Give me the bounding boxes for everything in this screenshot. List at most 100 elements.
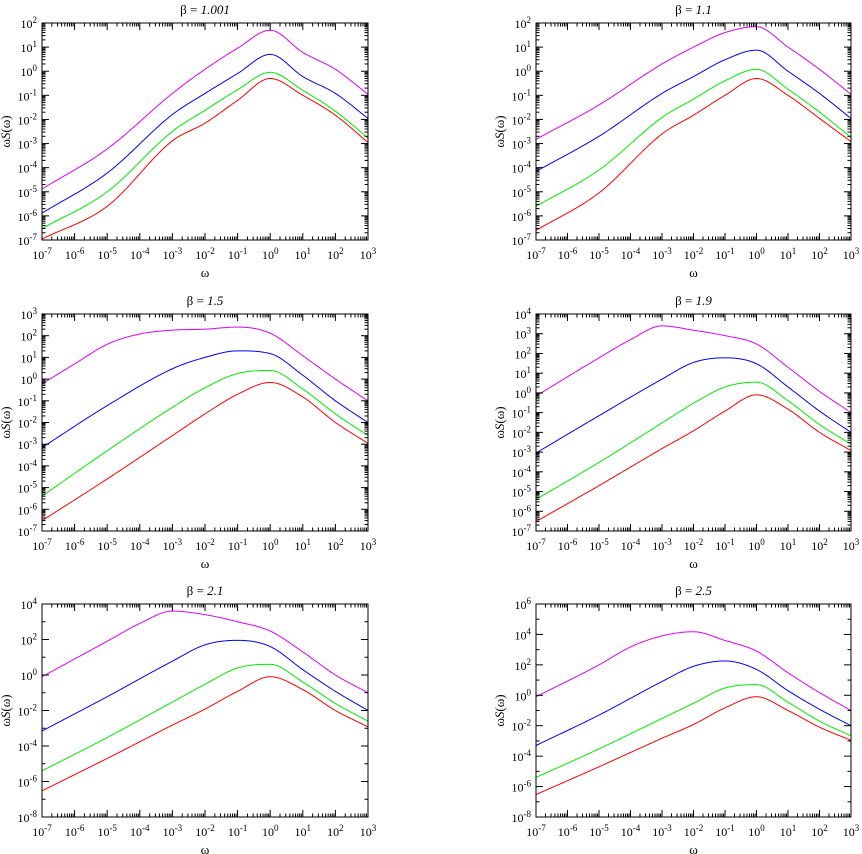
- x-tick-label: 10-3: [163, 823, 183, 839]
- y-tick-label: 10-1: [512, 87, 532, 103]
- x-tick-label: 102: [811, 246, 828, 262]
- plot-frame: [535, 22, 852, 241]
- x-tick-label: 101: [295, 537, 312, 553]
- x-tick-label: 10-3: [163, 246, 183, 262]
- series-line-3: [535, 49, 852, 172]
- y-tick-label: 10-2: [512, 424, 532, 440]
- chart-title: β = 1.5: [187, 293, 224, 308]
- x-tick-label: 10-4: [130, 246, 150, 262]
- y-tick-label: 10-7: [18, 523, 38, 539]
- x-tick-label: 102: [327, 823, 344, 839]
- y-tick-label: 10-6: [18, 501, 38, 517]
- chart-title: β = 2.1: [187, 583, 224, 598]
- x-tick-label: 10-6: [65, 537, 85, 553]
- series-line-1: [535, 394, 852, 523]
- chart-title: β = 1.9: [675, 293, 712, 308]
- series-line-4: [535, 325, 852, 414]
- chart-panel-1: 10-7 10-6 10-5 10-4 10-3 10-2 10-1 100 101 102 103…: [0, 2, 377, 280]
- x-tick-label: 10-7: [32, 823, 52, 839]
- y-tick-label: 100: [515, 385, 532, 401]
- y-tick-label: 10-1: [512, 405, 532, 421]
- y-tick-label: 10-8: [512, 809, 532, 825]
- y-axis-label: ωS(ω): [492, 694, 507, 726]
- x-tick-label: 10-2: [195, 823, 215, 839]
- series-line-4: [41, 610, 369, 694]
- x-tick-label: 103: [843, 537, 860, 553]
- y-tick-label: 103: [515, 326, 532, 342]
- y-tick-label: 10-4: [18, 160, 38, 176]
- x-tick-label: 100: [262, 246, 279, 262]
- y-tick-label: 102: [515, 345, 532, 361]
- x-tick-label: 10-3: [652, 823, 672, 839]
- y-axis-label: ωS(ω): [0, 115, 13, 147]
- x-axis-label: ω: [689, 265, 698, 280]
- chart-panel-3: 10-7 10-6 10-5 10-4 10-3 10-2 10-1 100 101 102 103…: [0, 293, 377, 571]
- plot-frame: [535, 313, 852, 532]
- y-tick-label: 103: [21, 306, 38, 322]
- x-tick-label: 101: [780, 823, 797, 839]
- y-tick-label: 100: [21, 667, 38, 683]
- y-tick-label: 10-6: [512, 779, 532, 795]
- x-tick-label: 10-6: [558, 823, 578, 839]
- plot-frame: [41, 22, 369, 241]
- y-tick-label: 10-6: [18, 774, 38, 790]
- series-line-1: [535, 77, 852, 231]
- y-tick-label: 10-3: [512, 444, 532, 460]
- x-tick-label: 100: [262, 823, 279, 839]
- y-tick-label: 10-1: [18, 87, 38, 103]
- plot-frame: [41, 603, 369, 818]
- x-tick-label: 10-1: [715, 823, 735, 839]
- y-axis-label: ωS(ω): [0, 694, 13, 726]
- y-tick-label: 102: [515, 657, 532, 673]
- y-tick-label: 10-2: [18, 415, 38, 431]
- x-tick-label: 10-1: [228, 823, 248, 839]
- x-tick-label: 103: [360, 537, 377, 553]
- series-line-3: [535, 660, 852, 746]
- chart-panel-5: 10-7 10-6 10-5 10-4 10-3 10-2 10-1 100 101 102 103…: [0, 583, 377, 854]
- x-tick-label: 10-6: [558, 537, 578, 553]
- x-tick-label: 100: [262, 537, 279, 553]
- series-line-3: [41, 350, 369, 448]
- x-tick-label: 10-3: [652, 246, 672, 262]
- x-tick-label: 10-5: [97, 246, 117, 262]
- y-tick-label: 104: [21, 596, 38, 612]
- chart-panel-2: 10-7 10-6 10-5 10-4 10-3 10-2 10-1 100 101 102 103…: [492, 2, 860, 280]
- series-line-2: [535, 684, 852, 778]
- x-tick-label: 10-3: [652, 537, 672, 553]
- y-tick-label: 102: [21, 15, 38, 31]
- x-tick-label: 103: [360, 246, 377, 262]
- series-line-1: [41, 381, 369, 522]
- x-tick-label: 10-7: [32, 246, 52, 262]
- y-tick-label: 10-2: [512, 111, 532, 127]
- x-axis-label: ω: [689, 842, 698, 854]
- chart-title: β = 1.1: [675, 2, 712, 17]
- y-tick-label: 10-6: [18, 208, 38, 224]
- chart-panel-4: 10-7 10-6 10-5 10-4 10-3 10-2 10-1 100 101 102 103…: [492, 293, 860, 571]
- y-axis-label: ωS(ω): [492, 115, 507, 147]
- y-axis-label: ωS(ω): [0, 406, 13, 438]
- x-tick-label: 10-5: [589, 537, 609, 553]
- y-tick-label: 10-5: [18, 184, 38, 200]
- series-line-4: [535, 26, 852, 140]
- x-tick-label: 10-2: [684, 537, 704, 553]
- x-tick-label: 10-6: [558, 246, 578, 262]
- y-tick-label: 102: [21, 632, 38, 648]
- y-axis-label: ωS(ω): [492, 406, 507, 438]
- x-tick-label: 103: [843, 823, 860, 839]
- x-tick-label: 10-7: [526, 823, 546, 839]
- y-tick-label: 10-4: [512, 748, 532, 764]
- x-tick-label: 10-6: [65, 246, 85, 262]
- x-axis-label: ω: [689, 556, 698, 571]
- x-tick-label: 10-5: [589, 823, 609, 839]
- x-tick-label: 101: [780, 537, 797, 553]
- y-tick-label: 10-5: [512, 184, 532, 200]
- x-tick-label: 10-4: [621, 246, 641, 262]
- x-axis-label: ω: [201, 265, 210, 280]
- x-tick-label: 10-2: [684, 246, 704, 262]
- x-tick-label: 10-1: [228, 537, 248, 553]
- series-line-1: [535, 696, 852, 795]
- x-tick-label: 10-3: [163, 537, 183, 553]
- y-tick-label: 100: [21, 63, 38, 79]
- y-tick-label: 101: [515, 365, 532, 381]
